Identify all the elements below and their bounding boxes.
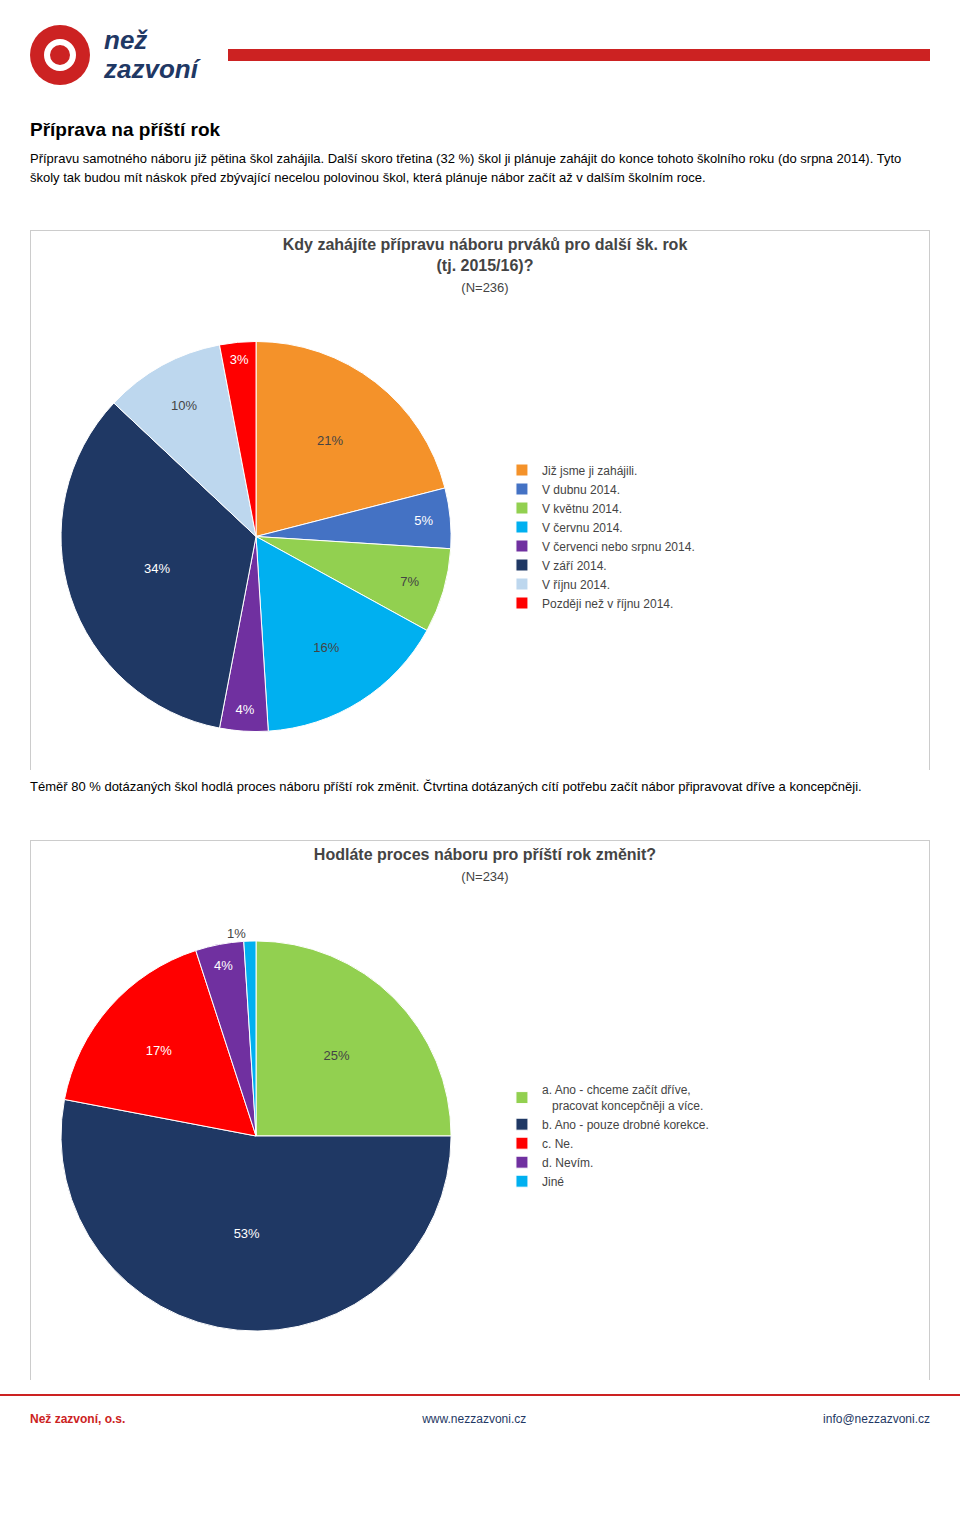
html-text:než: než — [104, 25, 148, 56]
svg-text:d. Nevím.: d. Nevím. — [542, 1156, 593, 1170]
html-text:info@nezzazvoni.cz: info@nezzazvoni.cz — [823, 1412, 930, 1426]
svg-text:21%: 21% — [317, 433, 343, 448]
svg-text:16%: 16% — [313, 640, 339, 655]
html-text:Příprava na příští rok: Příprava na příští rok — [30, 119, 221, 140]
svg-text:V květnu 2014.: V květnu 2014. — [542, 502, 622, 516]
svg-text:3%: 3% — [230, 352, 249, 367]
svg-text:53%: 53% — [234, 1226, 260, 1241]
svg-text:1%: 1% — [227, 926, 246, 941]
html-text:Než zazvoní, o.s.: Než zazvoní, o.s. — [30, 1412, 126, 1426]
svg-text:V červnu 2014.: V červnu 2014. — [542, 521, 623, 535]
svg-text:Hodláte proces náboru pro příš: Hodláte proces náboru pro příští rok změ… — [314, 846, 656, 884]
svg-text:Již jsme ji zahájili.: Již jsme ji zahájili. — [542, 464, 637, 478]
html-text:Téměř 80 % dotázaných škol hod: Téměř 80 % dotázaných škol hodlá proces … — [30, 779, 862, 794]
svg-text:5%: 5% — [414, 513, 433, 528]
svg-text:Kdy zahájíte přípravu náboru p: Kdy zahájíte přípravu náboru prváků pro … — [283, 236, 688, 295]
svg-text:7%: 7% — [400, 574, 419, 589]
html-text:www.nezzazvoni.cz: www.nezzazvoni.cz — [422, 1412, 527, 1426]
svg-text:10%: 10% — [171, 398, 197, 413]
svg-text:25%: 25% — [324, 1048, 350, 1063]
svg-text:Jiné: Jiné — [542, 1175, 564, 1189]
svg-text:17%: 17% — [146, 1043, 172, 1058]
svg-text:b. Ano - pouze drobné korekce.: b. Ano - pouze drobné korekce. — [542, 1118, 709, 1132]
svg-text:4%: 4% — [236, 702, 255, 717]
svg-text:V říjnu 2014.: V říjnu 2014. — [542, 578, 610, 592]
svg-text:34%: 34% — [144, 561, 170, 576]
svg-text:c. Ne.: c. Ne. — [542, 1137, 573, 1151]
svg-text:Později než v říjnu 2014.: Později než v říjnu 2014. — [542, 597, 673, 611]
svg-text:V dubnu 2014.: V dubnu 2014. — [542, 483, 620, 497]
html-text:Přípravu samotného náboru již: Přípravu samotného náboru již pětina ško… — [30, 151, 902, 185]
svg-text:a. Ano - chceme začít dříve,: a. Ano - chceme začít dříve, pracovat ko… — [542, 1083, 703, 1113]
svg-text:V září 2014.: V září 2014. — [542, 559, 607, 573]
html-text:zazvoní: zazvoní — [104, 54, 198, 84]
svg-text:4%: 4% — [214, 958, 233, 973]
svg-text:V červenci nebo srpnu 2014.: V červenci nebo srpnu 2014. — [542, 540, 695, 554]
